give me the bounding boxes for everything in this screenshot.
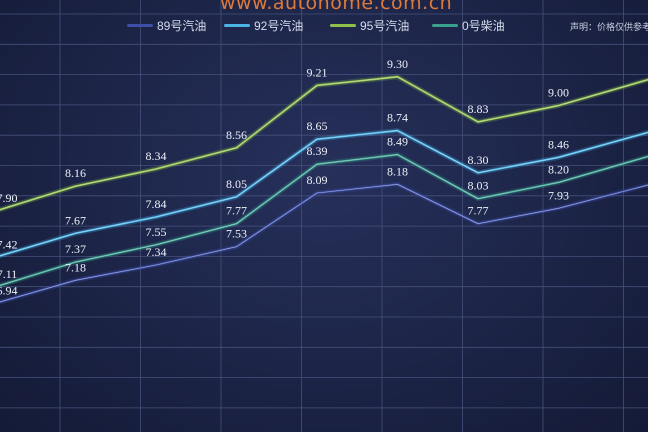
- data-label: 8.65: [307, 119, 328, 133]
- data-label: 8.05: [226, 177, 247, 191]
- data-label: 8.34: [146, 149, 167, 163]
- data-label: 8.16: [65, 166, 86, 180]
- legend-label-89: 89号汽油: [157, 19, 207, 33]
- chart-series-lines: [0, 74, 648, 305]
- data-label: 8.46: [548, 137, 569, 151]
- legend-item-92[interactable]: 92号汽油: [224, 17, 303, 34]
- data-label: 8.56: [226, 128, 247, 142]
- legend-item-diesel[interactable]: 0号柴油: [432, 17, 505, 34]
- data-label: 7.53: [226, 227, 247, 241]
- legend-item-89[interactable]: 89号汽油: [127, 17, 206, 34]
- legend-swatch-92: [224, 24, 250, 27]
- data-label: 8.18: [387, 164, 408, 178]
- data-label: 7.93: [548, 188, 569, 202]
- data-label: 7.37: [65, 242, 86, 256]
- chart-legend: 89号汽油 92号汽油 95号汽油 0号柴油: [0, 17, 648, 37]
- legend-label-diesel: 0号柴油: [462, 19, 505, 33]
- data-label: 8.83: [468, 102, 489, 116]
- data-label: 7.55: [146, 225, 167, 239]
- watermark-text: www.autohome.com.cn: [220, 0, 453, 14]
- chart-data-labels: 6.94 7.18 7.34 7.53 8.09 8.18 7.77 7.93 7.42 7.67…: [0, 57, 569, 298]
- data-label: 8.39: [307, 144, 328, 158]
- data-label: 7.42: [0, 237, 18, 251]
- data-label: 8.49: [387, 135, 408, 149]
- data-label: 8.09: [307, 173, 328, 187]
- series-highlight-3: [0, 154, 648, 286]
- series-highlight-2: [0, 76, 648, 210]
- series-highlight-1: [0, 130, 648, 257]
- legend-label-92: 92号汽油: [254, 19, 304, 33]
- legend-swatch-diesel: [432, 24, 458, 27]
- data-label: 6.94: [0, 283, 18, 297]
- data-label: 7.77: [226, 204, 247, 218]
- data-label: 9.00: [548, 86, 569, 100]
- data-label: 8.03: [468, 179, 489, 193]
- data-label: 8.30: [468, 153, 489, 167]
- legend-item-95[interactable]: 95号汽油: [330, 17, 409, 34]
- data-label: 9.30: [387, 57, 408, 71]
- data-label: 8.20: [548, 162, 569, 176]
- data-label: 7.84: [146, 197, 167, 211]
- disclaimer-text: 声明：价格仅供参考: [570, 22, 648, 32]
- data-label: 7.67: [65, 213, 86, 227]
- data-label: 7.77: [468, 204, 489, 218]
- data-label: 7.90: [0, 191, 18, 205]
- data-label: 7.18: [65, 260, 86, 274]
- legend-swatch-95: [330, 24, 356, 27]
- data-label: 8.74: [387, 111, 408, 125]
- data-label: 7.34: [146, 245, 167, 259]
- legend-swatch-89: [127, 24, 153, 27]
- data-label: 9.21: [307, 65, 328, 79]
- legend-label-95: 95号汽油: [360, 19, 410, 33]
- data-label: 7.11: [0, 267, 17, 281]
- series-highlight-0: [0, 184, 648, 303]
